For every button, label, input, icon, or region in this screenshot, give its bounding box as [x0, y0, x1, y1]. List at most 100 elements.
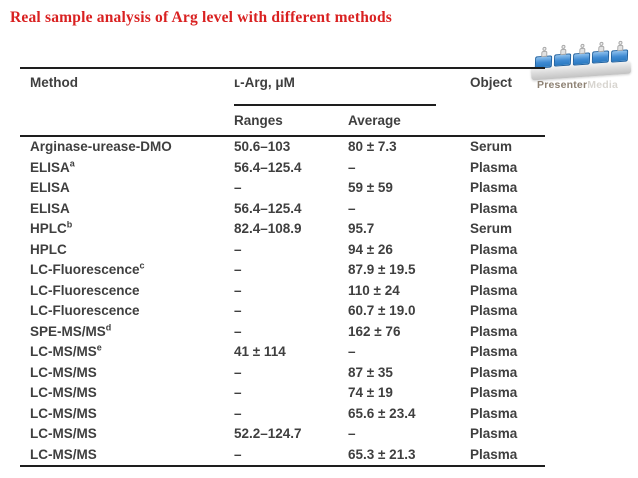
cell-average: 65.6 ± 23.4 — [348, 405, 416, 421]
cell-method: LC-MS/MS — [20, 404, 234, 425]
cell-object: Plasma — [470, 344, 518, 359]
clipart-key — [572, 52, 591, 66]
cell-object: Plasma — [470, 200, 518, 216]
cell-method: LC-MS/MS — [20, 424, 234, 445]
person-icon — [578, 44, 586, 55]
table-header: Method ʟ-Arg, μM Object Ranges Average — [20, 68, 546, 137]
col-header-method: Method — [20, 68, 234, 137]
person-icon — [559, 45, 567, 56]
method-label: LC-MS/MS — [30, 344, 97, 359]
table-row: LC-MS/MS – 65.6 ± 23.4 Plasma — [20, 404, 545, 425]
table-row: LC-MS/MS – 87 ± 35 Plasma — [20, 363, 545, 384]
cell-method: HPLCb — [20, 219, 234, 240]
table-row: ELISA – 59 ± 59 Plasma — [20, 178, 545, 199]
cell-ranges: – — [234, 282, 242, 298]
cell-average: 65.3 ± 21.3 — [348, 446, 416, 462]
cell-method: ELISA — [20, 178, 234, 199]
watermark-text: PresenterMedia — [537, 79, 618, 91]
cell-average: 74 ± 19 — [348, 385, 393, 400]
cell-ranges: – — [234, 241, 242, 257]
method-label: HPLC — [30, 241, 67, 257]
cell-object: Plasma — [470, 426, 518, 441]
col-header-average: Average — [348, 106, 471, 137]
table-row: LC-Fluorescence – 110 ± 24 Plasma — [20, 281, 545, 302]
cell-object: Serum — [470, 139, 513, 154]
person-icon — [616, 41, 624, 52]
col-header-larg-group: ʟ-Arg, μM — [234, 68, 470, 106]
method-footnote-sup: b — [66, 219, 73, 230]
col-header-object: Object — [470, 68, 546, 137]
table-row: LC-MS/MS – 65.3 ± 21.3 Plasma — [20, 445, 545, 467]
header-row-sub: Ranges Average — [20, 106, 545, 137]
cell-ranges: – — [234, 262, 242, 277]
cell-average: 60.7 ± 19.0 — [348, 303, 416, 318]
table-row: LC-MS/MS 52.2–124.7 – Plasma — [20, 424, 545, 445]
cell-ranges: – — [234, 385, 242, 400]
cell-method: SPE-MS/MSd — [20, 322, 234, 343]
cell-average: 95.7 — [348, 221, 375, 236]
clipart-key — [610, 49, 629, 63]
cell-average: – — [348, 344, 356, 359]
cell-object: Plasma — [470, 159, 518, 175]
cell-object: Plasma — [470, 262, 518, 277]
cell-ranges: – — [234, 303, 242, 318]
cell-method: LC-Fluorescence — [20, 281, 234, 302]
watermark-text-secondary: Media — [587, 79, 619, 91]
cell-method: LC-Fluorescence — [20, 301, 234, 322]
cell-method: HPLC — [20, 240, 234, 261]
header-row-group: Method ʟ-Arg, μM Object — [20, 68, 546, 137]
method-label: LC-Fluorescence — [30, 282, 140, 298]
method-label: LC-Fluorescence — [30, 262, 140, 277]
method-label: LC-MS/MS — [30, 426, 97, 441]
arg-methods-table: Method ʟ-Arg, μM Object Ranges Average A… — [20, 67, 546, 467]
cell-object: Plasma — [470, 282, 518, 298]
method-label: LC-MS/MS — [30, 446, 97, 462]
cell-ranges: 52.2–124.7 — [234, 426, 302, 441]
cell-object: Serum — [470, 221, 513, 236]
cell-object: Plasma — [470, 241, 518, 257]
table-row: Arginase-urease-DMO 50.6–103 80 ± 7.3 Se… — [20, 136, 545, 158]
cell-ranges: 82.4–108.9 — [234, 221, 302, 236]
col-header-ranges: Ranges — [234, 106, 348, 137]
method-label: HPLC — [30, 221, 67, 236]
cell-ranges: 50.6–103 — [234, 139, 291, 154]
cell-ranges: 56.4–125.4 — [234, 159, 302, 175]
cell-method: LC-MS/MSe — [20, 342, 234, 363]
person-icon — [540, 47, 548, 58]
cell-object: Plasma — [470, 446, 518, 462]
cell-method: LC-MS/MS — [20, 363, 234, 384]
page-title: Real sample analysis of Arg level with d… — [10, 9, 393, 26]
table-row: LC-MS/MS – 74 ± 19 Plasma — [20, 383, 545, 404]
method-label: LC-MS/MS — [30, 364, 97, 380]
cell-ranges: – — [234, 405, 242, 421]
table-row: ELISA 56.4–125.4 – Plasma — [20, 199, 545, 220]
table-body: Arginase-urease-DMO 50.6–103 80 ± 7.3 Se… — [20, 136, 545, 466]
cell-average: 87.9 ± 19.5 — [348, 262, 416, 277]
table-row: ELISAa 56.4–125.4 – Plasma — [20, 158, 545, 179]
cell-ranges: – — [234, 364, 242, 380]
presentermedia-watermark: PresenterMedia — [529, 35, 635, 93]
cell-average: – — [348, 159, 356, 175]
cell-average: 110 ± 24 — [348, 282, 400, 298]
cell-ranges: 41 ± 114 — [234, 344, 286, 359]
cell-average: – — [348, 426, 356, 441]
cell-average: – — [348, 200, 356, 216]
cell-ranges: – — [234, 180, 242, 195]
cell-ranges: – — [234, 323, 242, 339]
cell-object: Plasma — [470, 364, 518, 380]
method-label: ELISA — [30, 159, 70, 175]
cell-object: Plasma — [470, 405, 518, 421]
method-label: LC-MS/MS — [30, 385, 97, 400]
clipart-key — [591, 50, 610, 64]
cell-ranges: – — [234, 446, 242, 462]
table-row: LC-Fluorescencec – 87.9 ± 19.5 Plasma — [20, 260, 545, 281]
method-label: LC-Fluorescence — [30, 303, 140, 318]
cell-method: LC-MS/MS — [20, 445, 234, 467]
cell-average: 87 ± 35 — [348, 364, 393, 380]
cell-object: Plasma — [470, 303, 518, 318]
clipart-key — [553, 53, 572, 67]
method-footnote-sup: e — [96, 342, 102, 353]
method-label: LC-MS/MS — [30, 405, 97, 421]
cell-method: LC-MS/MS — [20, 383, 234, 404]
